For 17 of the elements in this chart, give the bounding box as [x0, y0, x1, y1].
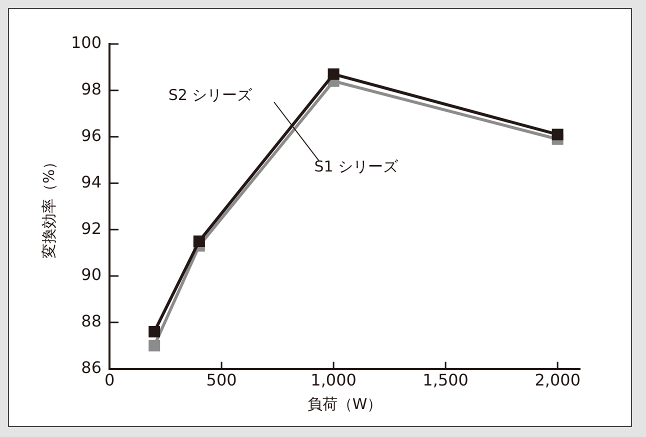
y-tick-label: 100 [70, 33, 102, 52]
y-tick-label: 86 [81, 358, 102, 377]
text: S1 シリーズ [314, 157, 400, 176]
y-tick-label: 98 [81, 80, 102, 99]
y-tick-label: 90 [81, 265, 102, 284]
x-tick-label: 0 [104, 370, 115, 390]
x-tick-label: 500 [206, 370, 237, 390]
y-axis-title: 変換効率（%） [40, 154, 58, 259]
x-tick-label: 1,500 [422, 370, 468, 390]
y-tick-label: 92 [81, 218, 102, 238]
x-axis-title: 負荷（W） [307, 394, 382, 413]
x-tick-label: 1,000 [310, 370, 356, 390]
text: S2 シリーズ [168, 86, 254, 104]
y-tick-label: 88 [81, 312, 102, 331]
y-tick-label: 94 [81, 172, 102, 192]
x-tick-label: 2,000 [534, 370, 581, 390]
y-tick-label: 96 [81, 126, 102, 145]
